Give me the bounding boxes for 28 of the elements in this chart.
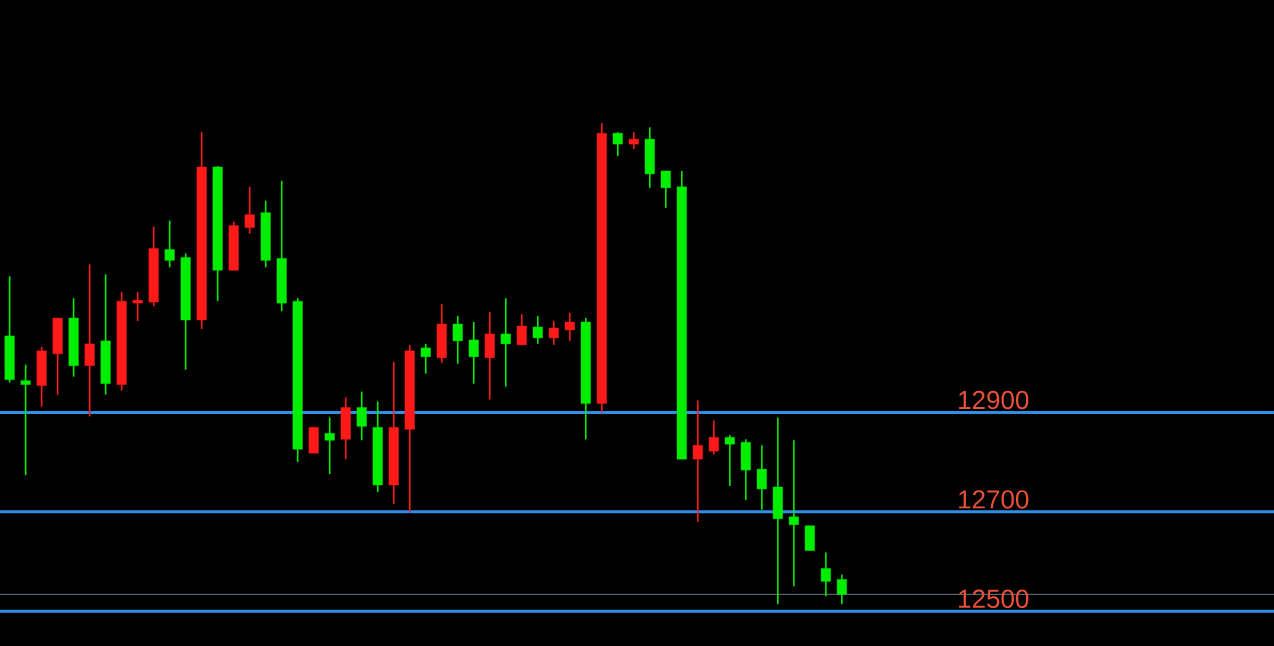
candlestick bbox=[724, 434, 735, 487]
candlestick bbox=[500, 297, 511, 388]
candlestick bbox=[564, 312, 575, 342]
candlestick bbox=[132, 291, 143, 322]
candlestick bbox=[356, 390, 367, 442]
candlestick bbox=[708, 419, 719, 455]
candlestick bbox=[548, 320, 559, 346]
candlestick bbox=[420, 343, 431, 375]
candlestick bbox=[612, 131, 623, 157]
candlestick bbox=[532, 315, 543, 345]
candlestick bbox=[660, 170, 671, 209]
candlestick bbox=[452, 315, 463, 365]
candlestick bbox=[164, 219, 175, 269]
ref-line-label: 12500 bbox=[959, 589, 1029, 609]
candlestick bbox=[484, 311, 495, 401]
candlestick bbox=[836, 573, 847, 606]
candlestick bbox=[516, 313, 527, 346]
candlestick bbox=[820, 551, 831, 598]
candlestick bbox=[788, 439, 799, 588]
candlestick bbox=[468, 321, 479, 385]
candlestick bbox=[84, 263, 95, 418]
candlestick bbox=[324, 416, 335, 475]
candlestick bbox=[244, 186, 255, 235]
candlestick bbox=[756, 444, 767, 511]
ref-line-label: 12700 bbox=[959, 490, 1029, 509]
candlestick bbox=[692, 399, 703, 523]
candlestick bbox=[20, 363, 31, 476]
ref-line-label: 12900 bbox=[959, 390, 1029, 410]
